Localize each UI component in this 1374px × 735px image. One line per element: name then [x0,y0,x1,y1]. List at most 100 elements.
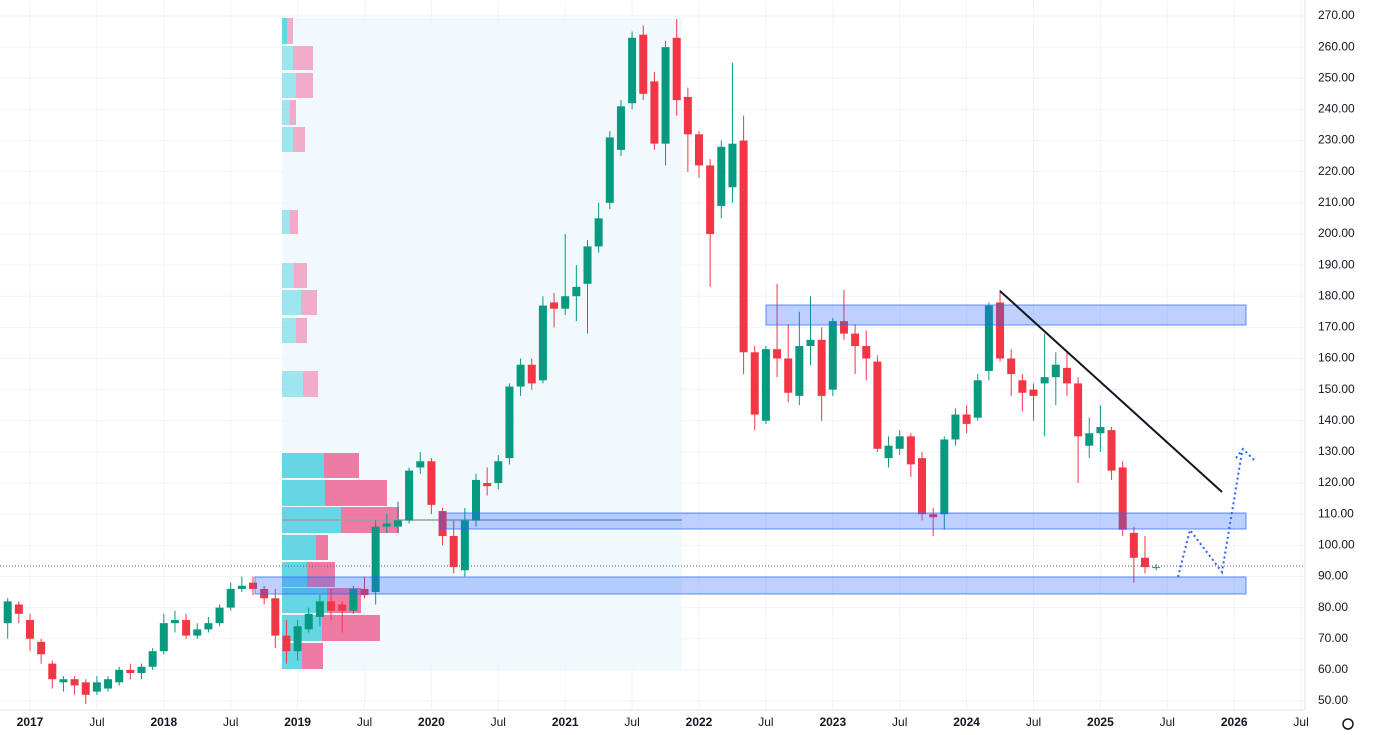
candle-body [460,520,469,571]
x-tick-label: Jul [223,715,238,729]
profile-bar [294,263,307,288]
x-tick-label: 2017 [17,715,44,729]
profile-bar [282,46,293,70]
candle-body [806,339,815,347]
candle-body [137,666,146,673]
candle-body [505,386,514,459]
x-tick-label: 2021 [552,715,579,729]
candle-body [215,607,224,624]
candle-body [81,682,90,695]
y-tick-label: 180.00 [1318,288,1355,302]
profile-bar [282,371,303,397]
profile-bar [316,535,328,560]
candle-body [1007,358,1016,375]
candle-body [895,436,904,449]
profile-bar [290,210,298,234]
candles [3,19,1161,705]
candle-body [661,47,670,144]
profile-bar [290,100,296,125]
candle-body [382,523,391,527]
candle-body [550,302,559,309]
candle-body [739,140,748,353]
y-tick-label: 60.00 [1318,662,1348,676]
profile-bar [282,263,294,288]
profile-bar [302,643,323,669]
candle-body [761,349,770,421]
x-tick-label: Jul [892,715,907,729]
profile-bar [296,318,307,343]
profile-bar [282,480,325,506]
candle-body [1018,380,1027,393]
candle-body [1129,532,1138,558]
profile-bar [324,453,359,478]
x-tick-label: 2025 [1087,715,1114,729]
y-tick-label: 270.00 [1318,8,1355,22]
resistance-zone [765,304,1247,326]
candle-body [293,626,302,652]
y-tick-label: 250.00 [1318,70,1355,84]
candle-body [839,321,848,334]
candle-body [360,588,369,596]
candle-body [170,620,179,624]
profile-bar [293,127,305,152]
candle-body [538,305,547,381]
candle-body [728,143,737,188]
candle-body [773,349,782,359]
profile-bar [303,371,318,397]
candle-body [951,414,960,440]
x-tick-label: Jul [491,715,506,729]
settings-icon[interactable] [1342,718,1354,730]
candle-body [628,37,637,104]
candle-body [616,106,625,150]
candle-body [1096,427,1105,434]
candle-body [717,146,726,206]
projection-arrowhead [1235,447,1255,461]
candle-body [784,358,793,393]
candle-body [594,218,603,247]
profile-bar [296,73,313,98]
candle-body [1062,367,1071,384]
profile-bar [282,210,290,234]
candle-body [182,620,191,636]
y-tick-label: 140.00 [1318,413,1355,427]
candle-body [237,585,246,589]
candle-body [996,302,1005,359]
y-tick-label: 80.00 [1318,600,1348,614]
y-tick-label: 190.00 [1318,257,1355,271]
candle-body [962,414,971,424]
candle-body [472,479,480,521]
candle-body [193,629,202,636]
profile-bar [282,318,296,343]
x-tick-label: 2024 [953,715,980,729]
x-tick-label: Jul [89,715,104,729]
candle-body [126,669,135,673]
x-tick-label: Jul [1293,715,1308,729]
y-tick-label: 70.00 [1318,631,1348,645]
candle-body [115,669,124,683]
candle-body [70,679,79,686]
candle-body [906,436,915,465]
candle-body [427,461,436,505]
candle-body [851,333,860,347]
candle-body [918,458,926,515]
y-tick-label: 240.00 [1318,102,1355,116]
y-tick-label: 170.00 [1318,320,1355,334]
candle-body [572,286,581,297]
profile-bar [282,18,287,44]
candle-body [1040,377,1049,384]
candle-body [349,588,358,611]
trend-line [999,290,1223,493]
candle-body [438,511,447,536]
y-tick-label: 260.00 [1318,39,1355,53]
candle-body [148,651,157,667]
y-tick-label: 220.00 [1318,164,1355,178]
candle-body [26,620,34,639]
candle-body [639,34,648,94]
candle-body [483,483,492,487]
profile-bar [282,290,301,315]
candle-body [817,339,826,396]
candle-body [1074,383,1083,437]
candle-body [984,305,993,371]
candle-body [561,296,570,309]
y-tick-label: 230.00 [1318,133,1355,147]
